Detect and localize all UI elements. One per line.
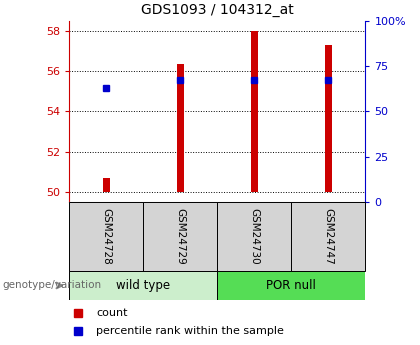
Text: GSM24729: GSM24729 [175,208,185,265]
Bar [69,202,143,271]
Text: percentile rank within the sample: percentile rank within the sample [96,326,284,335]
Text: POR null: POR null [266,279,316,292]
Title: GDS1093 / 104312_at: GDS1093 / 104312_at [141,3,294,17]
Bar [325,45,332,192]
Bar [69,271,218,300]
Bar [291,202,365,271]
Bar [218,271,365,300]
Text: wild type: wild type [116,279,171,292]
Text: GSM24730: GSM24730 [249,208,260,265]
Text: GSM24728: GSM24728 [101,208,111,265]
Bar [218,202,291,271]
Text: count: count [96,308,127,318]
Bar [102,178,110,192]
Bar [251,31,258,192]
Text: GSM24747: GSM24747 [323,208,333,265]
Bar [143,202,218,271]
Bar [177,64,184,192]
Text: genotype/variation: genotype/variation [2,280,101,290]
